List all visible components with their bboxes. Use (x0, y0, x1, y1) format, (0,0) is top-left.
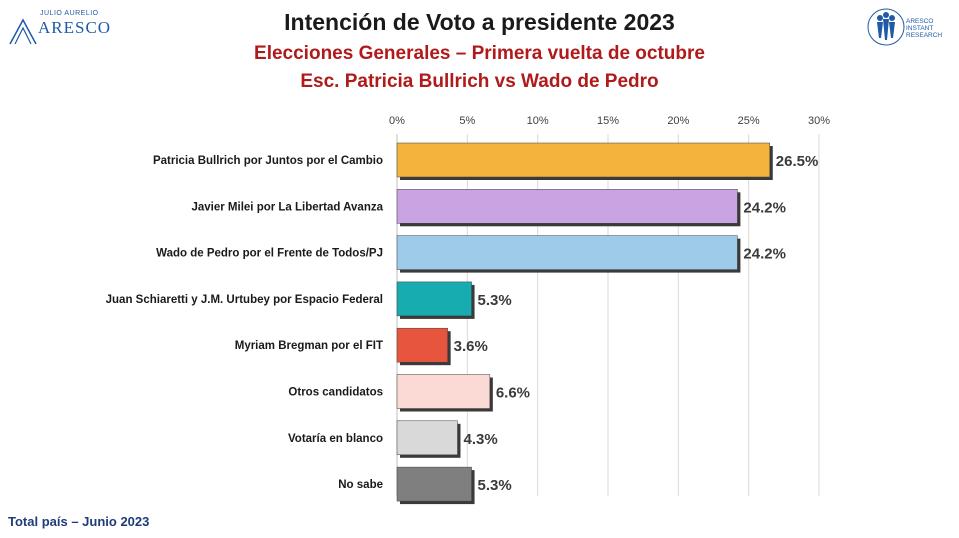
data-label: 24.2% (743, 199, 786, 216)
data-label: 26.5% (776, 153, 819, 170)
footer-note: Total país – Junio 2023 (8, 514, 150, 529)
logo-right-line1: ARESCO (906, 18, 934, 25)
x-tick-label: 20% (667, 115, 689, 127)
bar (396, 142, 771, 178)
data-label: 6.6% (496, 385, 530, 402)
category-label: Wado de Pedro por el Frente de Todos/PJ (156, 248, 383, 260)
bar (396, 374, 491, 409)
logo-right-line2: INSTANT (906, 25, 934, 32)
bar (396, 420, 458, 456)
bar (396, 235, 738, 270)
data-label: 24.2% (743, 246, 786, 263)
bar (396, 466, 472, 502)
category-label: Otros candidatos (288, 387, 383, 399)
logo-right-line3: RESEARCH (906, 32, 943, 39)
category-label: Votaría en blanco (288, 433, 383, 445)
category-label: Javier Milei por La Libertad Avanza (191, 201, 383, 213)
chart-subtitle-2: Esc. Patricia Bullrich vs Wado de Pedro (300, 71, 659, 92)
category-label: No sabe (338, 479, 383, 491)
x-tick-label: 10% (527, 115, 549, 127)
x-tick-label: 0% (389, 115, 405, 127)
bar (396, 189, 738, 224)
x-tick-label: 15% (597, 115, 619, 127)
bar (396, 281, 472, 317)
logo-left-small-text: JULIO AURELIO (40, 10, 99, 17)
chart-title: Intención de Voto a presidente 2023 (284, 9, 675, 35)
data-label: 4.3% (463, 431, 497, 448)
aresco-logo-right: ARESCO INSTANT RESEARCH (866, 6, 952, 48)
chart-subtitle-1: Elecciones Generales – Primera vuelta de… (254, 43, 705, 64)
x-tick-label: 5% (459, 115, 475, 127)
data-label: 3.6% (454, 338, 488, 355)
figures-icon (867, 8, 905, 46)
x-tick-label: 25% (738, 115, 760, 127)
bar (396, 327, 448, 363)
logo-left-brand-text: ARESCO (38, 18, 112, 37)
x-tick-label: 30% (808, 115, 830, 127)
data-label: 5.3% (478, 477, 512, 494)
category-label: Myriam Bregman por el FIT (235, 340, 383, 352)
data-label: 5.3% (478, 292, 512, 309)
aresco-logo-left: JULIO AURELIO ARESCO (8, 10, 110, 46)
pyramid-icon (9, 18, 37, 45)
category-label: Patricia Bullrich por Juntos por el Camb… (153, 155, 383, 167)
category-label: Juan Schiaretti y J.M. Urtubey por Espac… (106, 294, 383, 306)
